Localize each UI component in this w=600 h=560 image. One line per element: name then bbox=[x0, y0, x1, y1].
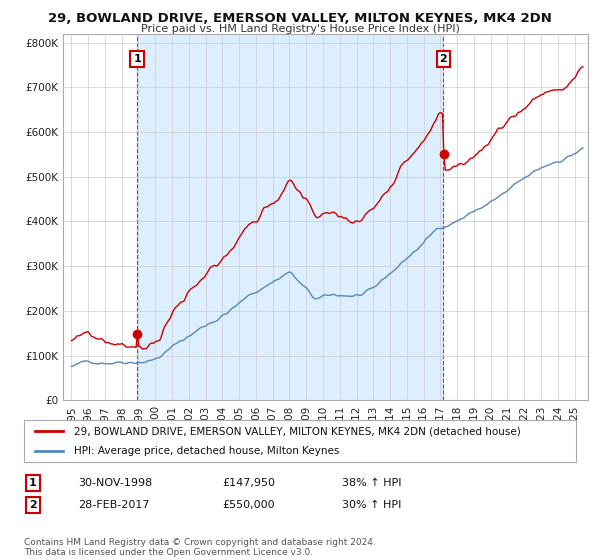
Text: 1: 1 bbox=[29, 478, 37, 488]
Text: 2: 2 bbox=[29, 500, 37, 510]
Text: HPI: Average price, detached house, Milton Keynes: HPI: Average price, detached house, Milt… bbox=[74, 446, 339, 456]
Text: 29, BOWLAND DRIVE, EMERSON VALLEY, MILTON KEYNES, MK4 2DN: 29, BOWLAND DRIVE, EMERSON VALLEY, MILTO… bbox=[48, 12, 552, 25]
Text: £147,950: £147,950 bbox=[222, 478, 275, 488]
Text: 30-NOV-1998: 30-NOV-1998 bbox=[78, 478, 152, 488]
Text: 28-FEB-2017: 28-FEB-2017 bbox=[78, 500, 149, 510]
Text: £550,000: £550,000 bbox=[222, 500, 275, 510]
Text: 2: 2 bbox=[439, 54, 447, 64]
Text: 38% ↑ HPI: 38% ↑ HPI bbox=[342, 478, 401, 488]
Text: 30% ↑ HPI: 30% ↑ HPI bbox=[342, 500, 401, 510]
Text: Price paid vs. HM Land Registry's House Price Index (HPI): Price paid vs. HM Land Registry's House … bbox=[140, 24, 460, 34]
Text: Contains HM Land Registry data © Crown copyright and database right 2024.
This d: Contains HM Land Registry data © Crown c… bbox=[24, 538, 376, 557]
Bar bbox=[137, 34, 443, 400]
Text: 1: 1 bbox=[133, 54, 141, 64]
Text: 29, BOWLAND DRIVE, EMERSON VALLEY, MILTON KEYNES, MK4 2DN (detached house): 29, BOWLAND DRIVE, EMERSON VALLEY, MILTO… bbox=[74, 426, 520, 436]
